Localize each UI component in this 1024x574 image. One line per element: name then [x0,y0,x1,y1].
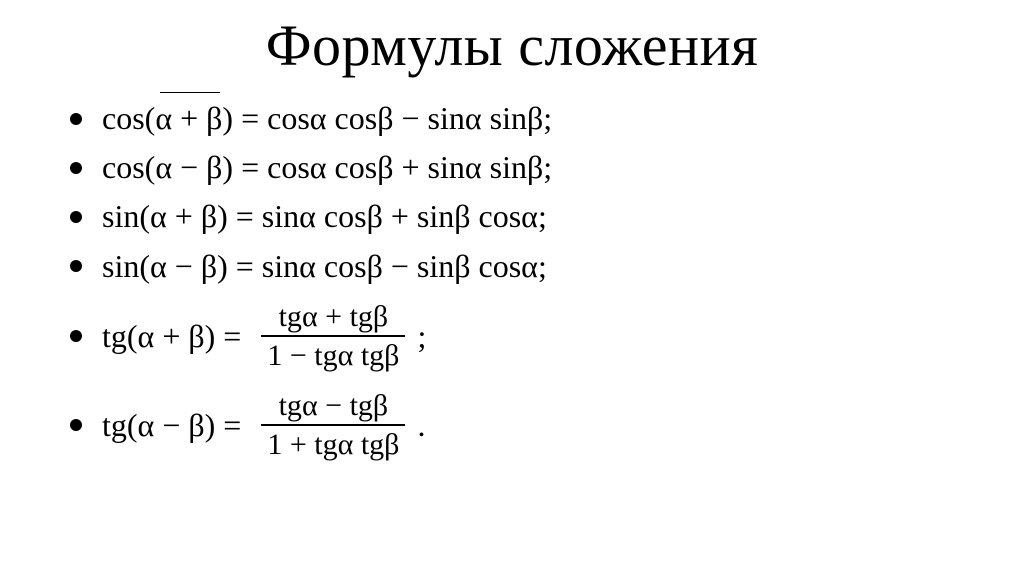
page-title: Формулы сложения [0,12,1024,79]
formula-row-tg-minus: tg(α − β) = tgα − tgβ 1 + tgα tgβ . [70,387,1024,464]
fraction-numerator: tgα + tgβ [261,298,405,338]
formula-cos-minus: cos(α − β) = cosα cosβ + sinα sinβ; [102,146,552,189]
bullet-icon [70,211,82,223]
formula-row-sin-minus: sin(α − β) = sinα cosβ − sinβ cosα; [70,245,1024,288]
formula-sin-minus: sin(α − β) = sinα cosβ − sinβ cosα; [102,245,547,288]
formula-list: cos(α + β) = cosα cosβ − sinα sinβ; cos(… [0,97,1024,464]
page: Формулы сложения cos(α + β) = cosα cosβ … [0,0,1024,574]
formula-row-cos-plus: cos(α + β) = cosα cosβ − sinα sinβ; [70,97,1024,140]
bullet-icon [70,419,82,431]
formula-tg-plus: tg(α + β) = tgα + tgβ 1 − tgα tgβ ; [102,298,426,375]
formula-row-sin-plus: sin(α + β) = sinα cosβ + sinβ cosα; [70,195,1024,238]
bullet-icon [70,113,82,125]
fraction-numerator: tgα − tgβ [261,387,405,427]
bullet-icon [70,260,82,272]
stray-overline [160,92,220,93]
formula-sin-plus: sin(α + β) = sinα cosβ + sinβ cosα; [102,195,547,238]
formula-tg-minus: tg(α − β) = tgα − tgβ 1 + tgα tgβ . [102,387,425,464]
fraction-denominator: 1 + tgα tgβ [261,426,405,464]
fraction-denominator: 1 − tgα tgβ [261,337,405,375]
bullet-icon [70,330,82,342]
formula-cos-plus: cos(α + β) = cosα cosβ − sinα sinβ; [102,97,552,140]
fraction-tg-plus: tgα + tgβ 1 − tgα tgβ [261,298,405,375]
formula-row-cos-minus: cos(α − β) = cosα cosβ + sinα sinβ; [70,146,1024,189]
fraction-tg-minus: tgα − tgβ 1 + tgα tgβ [261,387,405,464]
formula-row-tg-plus: tg(α + β) = tgα + tgβ 1 − tgα tgβ ; [70,298,1024,375]
bullet-icon [70,162,82,174]
